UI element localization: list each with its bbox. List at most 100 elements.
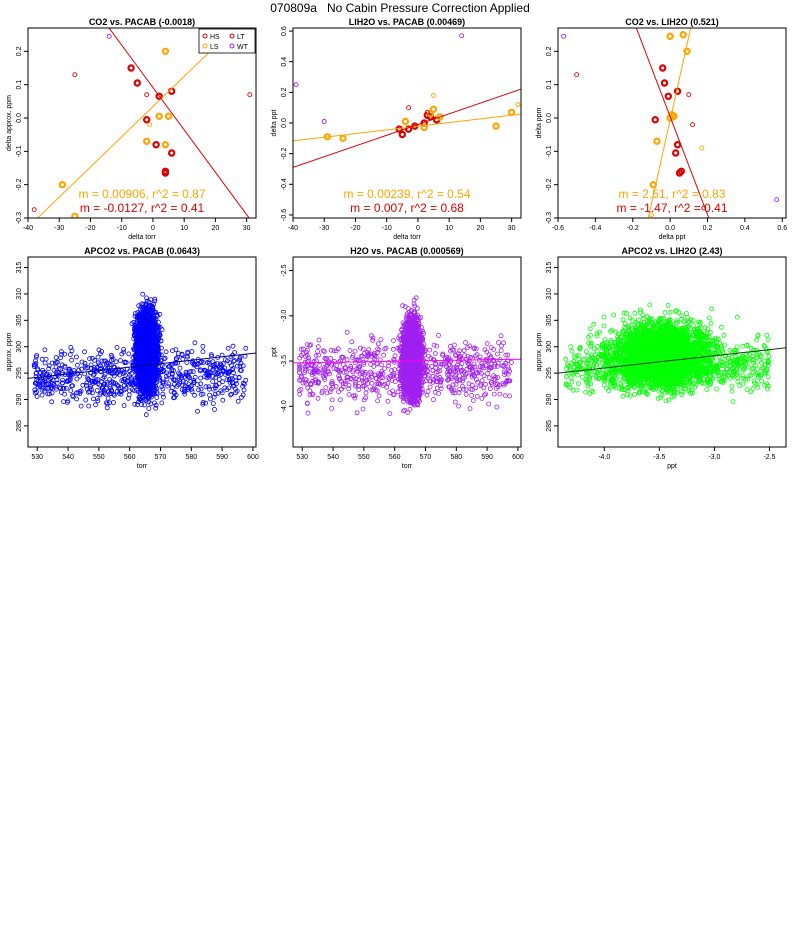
data-point (109, 354, 115, 360)
point-cloud (31, 291, 249, 418)
data-point (46, 363, 52, 369)
data-point (207, 396, 213, 402)
data-point (213, 382, 219, 388)
data-point (133, 327, 139, 332)
data-point (161, 379, 167, 385)
data-point (75, 362, 80, 368)
data-point (227, 379, 233, 385)
data-point (189, 383, 195, 389)
data-point (232, 358, 238, 363)
data-point (673, 140, 682, 149)
data-point (672, 149, 680, 157)
data-point (203, 368, 209, 374)
data-point (173, 360, 179, 366)
data-point (125, 375, 131, 381)
x-tick-label: 560 (124, 454, 136, 461)
data-point (64, 379, 70, 385)
y-tick-label: 0.0 (546, 113, 553, 123)
data-point (459, 33, 465, 39)
fit-line-2 (635, 28, 710, 218)
legend-label: HS (210, 34, 220, 41)
data-point (123, 360, 129, 365)
x-tick-label: 0.6 (777, 225, 787, 232)
data-point (121, 403, 127, 408)
data-point (53, 355, 59, 360)
fit-line-2 (108, 28, 250, 218)
legend-marker (229, 43, 235, 49)
data-point (202, 374, 208, 379)
data-point (175, 360, 181, 366)
data-point (123, 386, 129, 392)
x-tick-label: -10 (117, 225, 127, 232)
data-point (101, 390, 107, 396)
chart-panel-3: CO2 vs. LIH2O (0.521)m = 2.51, r^2 = 0.8… (536, 17, 787, 241)
data-point (162, 364, 167, 370)
data-point (127, 64, 135, 72)
data-point (109, 362, 114, 368)
data-point (237, 356, 243, 362)
x-tick-label: 10 (180, 225, 188, 232)
data-point (241, 381, 247, 387)
data-point (83, 397, 89, 403)
data-point (159, 400, 165, 406)
legend-label: LT (237, 34, 245, 41)
data-point (179, 351, 185, 357)
data-point (41, 380, 46, 386)
data-point (145, 314, 151, 320)
data-point (42, 360, 48, 366)
data-point (200, 391, 206, 397)
data-point (145, 383, 151, 389)
data-point (67, 352, 73, 358)
y-tick-label: -0.2 (16, 179, 23, 191)
x-tick-label: 590 (216, 454, 228, 461)
data-point (42, 385, 48, 391)
data-point (106, 368, 111, 373)
data-point (85, 389, 91, 395)
data-point (146, 299, 152, 305)
data-point (225, 345, 231, 351)
data-point (122, 377, 127, 382)
data-point (183, 371, 189, 377)
data-point (208, 352, 214, 358)
data-point (142, 379, 148, 385)
data-point (210, 374, 216, 380)
data-point (198, 359, 204, 365)
data-point (68, 388, 74, 394)
data-point (164, 376, 170, 382)
x-axis-label: delta torr (393, 234, 421, 241)
data-point (200, 349, 206, 355)
data-point (32, 390, 38, 396)
data-point (77, 391, 83, 396)
plot-area (293, 33, 521, 168)
data-point (95, 398, 101, 404)
data-point (132, 313, 138, 319)
x-tick-label: -30 (54, 225, 64, 232)
data-point (33, 354, 39, 360)
data-point (43, 372, 49, 378)
data-point (155, 112, 163, 121)
data-point (132, 366, 138, 372)
plot-area (561, 28, 780, 218)
data-point (224, 369, 230, 375)
data-point (574, 72, 580, 78)
data-point (232, 350, 238, 355)
data-point (79, 366, 84, 372)
data-point (240, 363, 246, 369)
data-point (132, 322, 138, 328)
data-point (85, 375, 90, 381)
data-point (233, 378, 239, 384)
data-point (195, 408, 200, 414)
data-point (52, 360, 58, 366)
data-point (34, 394, 40, 399)
data-point (192, 392, 198, 398)
y-axis-label: delta approx. ppm (6, 95, 13, 151)
data-point (97, 392, 103, 398)
data-point (37, 378, 43, 384)
data-point (659, 64, 667, 72)
data-point (104, 381, 110, 387)
data-point (241, 387, 247, 393)
data-point (176, 370, 182, 376)
y-tick-label: -0.1 (16, 145, 23, 157)
series-wt (293, 33, 465, 124)
data-point (214, 361, 220, 367)
